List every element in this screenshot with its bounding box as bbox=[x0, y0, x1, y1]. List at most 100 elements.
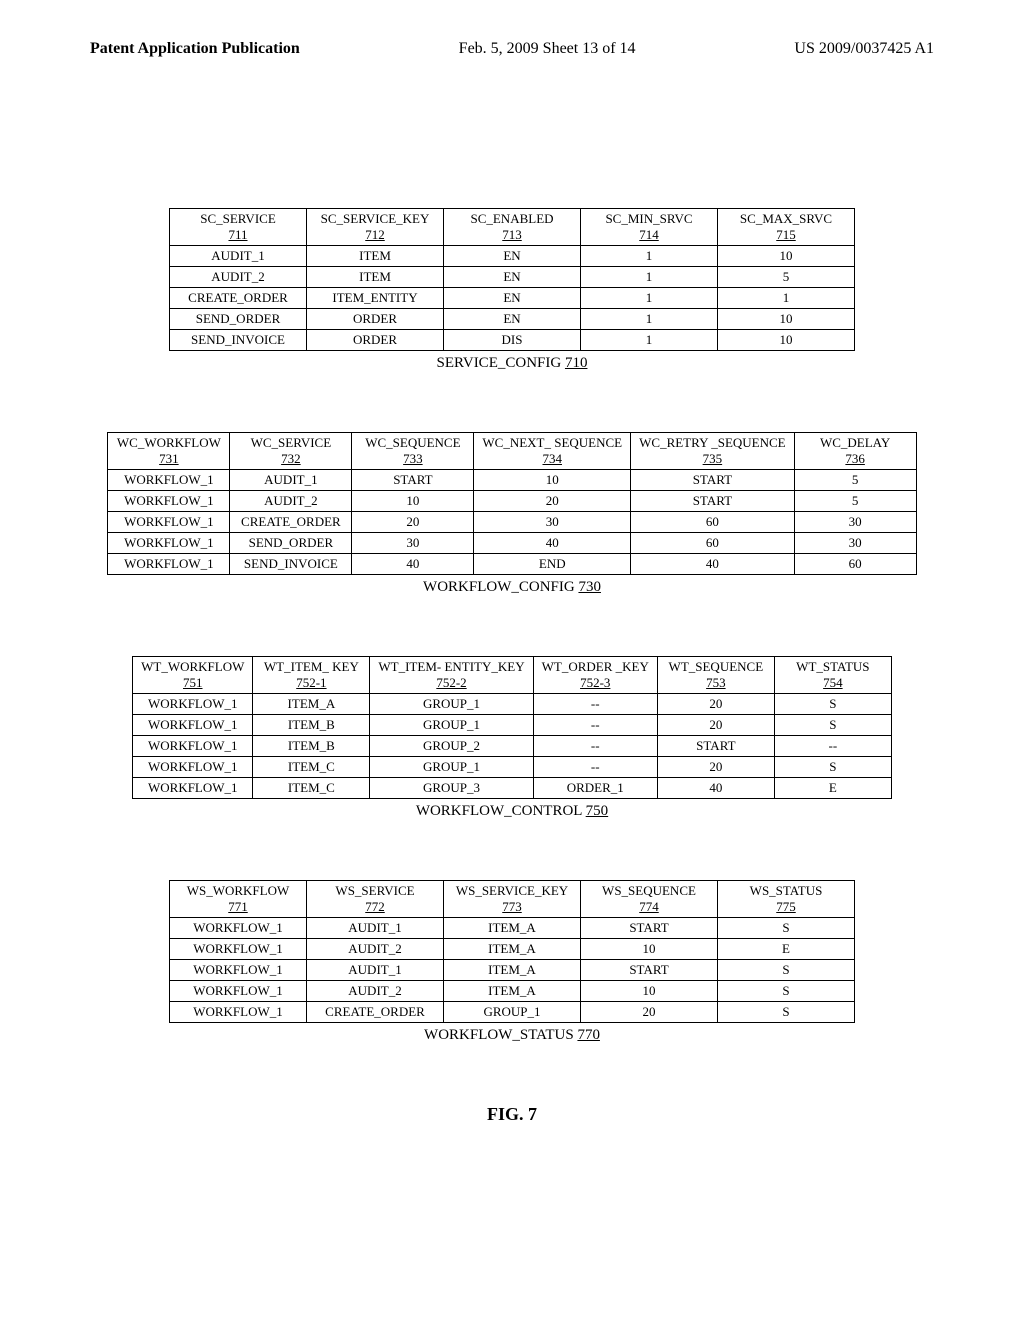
workflow-status-table: WS_WORKFLOW771WS_SERVICE772WS_SERVICE_KE… bbox=[169, 880, 855, 1023]
table-cell: WORKFLOW_1 bbox=[170, 960, 307, 981]
table-cell: WORKFLOW_1 bbox=[170, 918, 307, 939]
table-cell: 10 bbox=[474, 470, 631, 491]
column-header: WS_WORKFLOW771 bbox=[170, 881, 307, 918]
table-cell: WORKFLOW_1 bbox=[170, 981, 307, 1002]
column-header: WS_SERVICE772 bbox=[307, 881, 444, 918]
workflow-status-block: WS_WORKFLOW771WS_SERVICE772WS_SERVICE_KE… bbox=[90, 880, 934, 1044]
table-cell: 40 bbox=[631, 554, 795, 575]
workflow-control-caption: WORKFLOW_CONTROL 750 bbox=[90, 803, 934, 820]
table-row: SEND_INVOICEORDERDIS110 bbox=[170, 330, 855, 351]
table-row: WORKFLOW_1AUDIT_1START10START5 bbox=[108, 470, 916, 491]
table-cell: ITEM_C bbox=[253, 778, 370, 799]
column-header: WT_STATUS754 bbox=[774, 657, 891, 694]
table-cell: 10 bbox=[352, 491, 474, 512]
column-header: SC_SERVICE_KEY712 bbox=[307, 209, 444, 246]
table-row: AUDIT_1ITEMEN110 bbox=[170, 246, 855, 267]
column-header: SC_MIN_SRVC714 bbox=[581, 209, 718, 246]
table-cell: 40 bbox=[474, 533, 631, 554]
table-cell: 30 bbox=[352, 533, 474, 554]
table-cell: AUDIT_2 bbox=[307, 981, 444, 1002]
table-cell: 20 bbox=[657, 694, 774, 715]
table-row: WORKFLOW_1ITEM_AGROUP_1--20S bbox=[133, 694, 892, 715]
table-row: WORKFLOW_1ITEM_CGROUP_3ORDER_140E bbox=[133, 778, 892, 799]
column-header: WC_SERVICE732 bbox=[230, 433, 352, 470]
table-cell: 40 bbox=[352, 554, 474, 575]
table-cell: AUDIT_1 bbox=[307, 960, 444, 981]
table-cell: ORDER bbox=[307, 309, 444, 330]
table-row: WORKFLOW_1CREATE_ORDERGROUP_120S bbox=[170, 1002, 855, 1023]
table-cell: WORKFLOW_1 bbox=[133, 694, 253, 715]
table-cell: ITEM_B bbox=[253, 715, 370, 736]
workflow-control-table: WT_WORKFLOW751WT_ITEM_ KEY752-1WT_ITEM- … bbox=[132, 656, 892, 799]
table-cell: ITEM_A bbox=[444, 918, 581, 939]
table-cell: WORKFLOW_1 bbox=[108, 533, 230, 554]
table-cell: CREATE_ORDER bbox=[170, 288, 307, 309]
table-cell: S bbox=[718, 918, 855, 939]
table-cell: START bbox=[631, 491, 795, 512]
table-cell: WORKFLOW_1 bbox=[108, 491, 230, 512]
table-cell: S bbox=[774, 757, 891, 778]
table-cell: 10 bbox=[581, 939, 718, 960]
table-cell: E bbox=[774, 778, 891, 799]
table-row: WORKFLOW_1ITEM_BGROUP_1--20S bbox=[133, 715, 892, 736]
table-cell: GROUP_2 bbox=[370, 736, 533, 757]
table-cell: 60 bbox=[794, 554, 916, 575]
table-row: WORKFLOW_1AUDIT_1ITEM_ASTARTS bbox=[170, 918, 855, 939]
table-cell: 30 bbox=[794, 533, 916, 554]
table-cell: START bbox=[657, 736, 774, 757]
service-config-table: SC_SERVICE711SC_SERVICE_KEY712SC_ENABLED… bbox=[169, 208, 855, 351]
table-cell: 10 bbox=[718, 330, 855, 351]
table-row: WORKFLOW_1ITEM_BGROUP_2--START-- bbox=[133, 736, 892, 757]
header-center: Feb. 5, 2009 Sheet 13 of 14 bbox=[459, 40, 636, 58]
table-cell: -- bbox=[533, 694, 657, 715]
table-cell: 1 bbox=[581, 330, 718, 351]
table-cell: WORKFLOW_1 bbox=[108, 512, 230, 533]
table-cell: S bbox=[718, 981, 855, 1002]
table-cell: WORKFLOW_1 bbox=[133, 736, 253, 757]
figure-label: FIG. 7 bbox=[90, 1104, 934, 1125]
table-cell: WORKFLOW_1 bbox=[133, 757, 253, 778]
table-cell: SEND_ORDER bbox=[170, 309, 307, 330]
table-cell: -- bbox=[533, 757, 657, 778]
table-cell: -- bbox=[774, 736, 891, 757]
table-cell: 5 bbox=[794, 491, 916, 512]
table-cell: 20 bbox=[352, 512, 474, 533]
table-cell: DIS bbox=[444, 330, 581, 351]
table-cell: 1 bbox=[581, 267, 718, 288]
table-cell: START bbox=[631, 470, 795, 491]
table-cell: 5 bbox=[794, 470, 916, 491]
service-config-caption: SERVICE_CONFIG 710 bbox=[90, 355, 934, 372]
table-cell: ORDER_1 bbox=[533, 778, 657, 799]
table-row: CREATE_ORDERITEM_ENTITYEN11 bbox=[170, 288, 855, 309]
table-cell: AUDIT_1 bbox=[170, 246, 307, 267]
table-row: WORKFLOW_1AUDIT_2ITEM_A10E bbox=[170, 939, 855, 960]
table-cell: GROUP_1 bbox=[444, 1002, 581, 1023]
table-cell: 20 bbox=[657, 715, 774, 736]
table-cell: ITEM_B bbox=[253, 736, 370, 757]
table-cell: ITEM_A bbox=[253, 694, 370, 715]
table-cell: 1 bbox=[718, 288, 855, 309]
page-header: Patent Application Publication Feb. 5, 2… bbox=[0, 0, 1024, 68]
table-cell: 5 bbox=[718, 267, 855, 288]
table-cell: GROUP_1 bbox=[370, 694, 533, 715]
column-header: WT_ITEM_ KEY752-1 bbox=[253, 657, 370, 694]
header-left: Patent Application Publication bbox=[90, 40, 300, 58]
table-cell: 10 bbox=[581, 981, 718, 1002]
table-row: WORKFLOW_1CREATE_ORDER20306030 bbox=[108, 512, 916, 533]
table-cell: S bbox=[774, 694, 891, 715]
column-header: SC_ENABLED713 bbox=[444, 209, 581, 246]
table-cell: -- bbox=[533, 715, 657, 736]
table-cell: START bbox=[352, 470, 474, 491]
table-cell: 20 bbox=[581, 1002, 718, 1023]
table-cell: START bbox=[581, 960, 718, 981]
table-cell: -- bbox=[533, 736, 657, 757]
table-cell: GROUP_1 bbox=[370, 757, 533, 778]
table-row: WORKFLOW_1SEND_ORDER30406030 bbox=[108, 533, 916, 554]
table-row: WORKFLOW_1AUDIT_21020START5 bbox=[108, 491, 916, 512]
column-header: WC_SEQUENCE733 bbox=[352, 433, 474, 470]
table-cell: EN bbox=[444, 267, 581, 288]
column-header: WS_SEQUENCE774 bbox=[581, 881, 718, 918]
service-config-block: SC_SERVICE711SC_SERVICE_KEY712SC_ENABLED… bbox=[90, 208, 934, 372]
table-cell: ITEM_A bbox=[444, 939, 581, 960]
table-row: WORKFLOW_1AUDIT_1ITEM_ASTARTS bbox=[170, 960, 855, 981]
